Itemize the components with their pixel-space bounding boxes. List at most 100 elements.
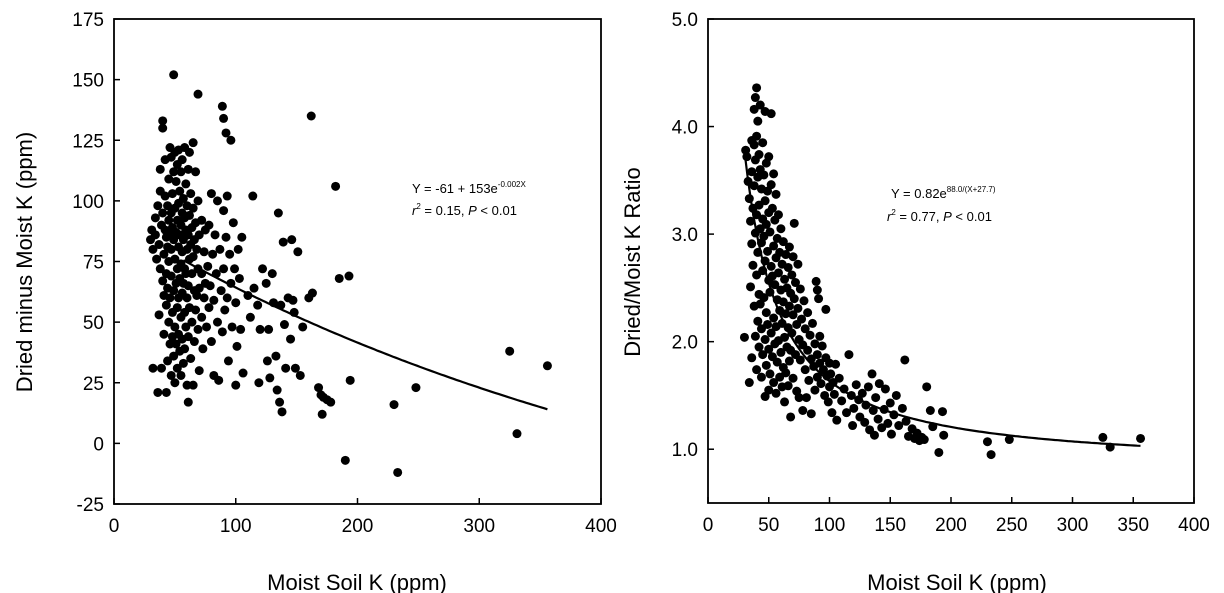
data-point	[253, 300, 263, 310]
data-point	[772, 357, 782, 367]
equation-lead: Y = 0.82e	[891, 186, 947, 201]
data-point	[212, 196, 222, 206]
data-point	[194, 283, 204, 293]
data-point	[226, 135, 236, 145]
data-point	[164, 174, 174, 184]
y-axis-label: Dried minus Moist K (ppm)	[12, 132, 37, 392]
data-point	[178, 193, 188, 203]
data-point	[160, 191, 170, 201]
data-point	[223, 356, 233, 366]
r-symbol: r	[887, 209, 892, 224]
data-point	[166, 370, 176, 380]
data-point	[307, 288, 317, 298]
data-point	[170, 254, 180, 264]
data-point	[183, 164, 193, 174]
data-point	[883, 418, 893, 428]
chart-panel-right: 0 50 100 150 200 250 300 350 4001.02.03.04.05.0 …	[620, 10, 1210, 593]
data-point	[894, 421, 904, 431]
data-point	[186, 189, 196, 199]
data-point	[769, 378, 779, 388]
data-point	[747, 353, 757, 363]
data-point	[262, 356, 272, 366]
data-point	[272, 385, 282, 395]
data-point	[794, 393, 804, 403]
data-point	[781, 250, 791, 260]
data-point	[759, 170, 769, 180]
data-point	[163, 356, 173, 366]
data-point	[760, 196, 770, 206]
y-axis-label: Dried/Moist K Ratio	[620, 167, 645, 357]
data-point	[766, 328, 776, 338]
data-point	[154, 240, 164, 250]
data-point	[784, 301, 794, 311]
data-point	[868, 406, 878, 416]
data-point	[258, 264, 268, 274]
data-point	[788, 310, 798, 320]
data-point	[793, 259, 803, 269]
data-point	[231, 380, 241, 390]
data-point	[786, 412, 796, 422]
data-point	[739, 332, 749, 342]
data-point	[784, 242, 794, 252]
data-point	[198, 344, 208, 354]
data-point	[184, 147, 194, 157]
data-point	[245, 312, 255, 322]
data-point	[194, 230, 204, 240]
data-point	[281, 363, 291, 373]
data-point	[812, 285, 822, 295]
data-point	[295, 370, 305, 380]
data-point	[171, 339, 181, 349]
data-point	[191, 167, 201, 177]
data-point	[169, 235, 179, 245]
data-point	[765, 227, 775, 237]
data-point	[744, 378, 754, 388]
data-point	[761, 308, 771, 318]
equation-exponent: -0.002X	[498, 180, 527, 189]
data-point	[746, 216, 756, 226]
data-point	[163, 201, 173, 211]
data-point	[759, 293, 769, 303]
data-point	[204, 303, 214, 313]
data-point	[827, 408, 837, 418]
data-point	[233, 244, 243, 254]
data-point	[199, 247, 209, 257]
p-value: < 0.01	[477, 203, 517, 218]
y-tick-label: 75	[83, 253, 104, 274]
data-point	[897, 403, 907, 413]
data-point	[982, 437, 992, 447]
data-point	[803, 308, 813, 318]
data-point	[800, 365, 810, 375]
data-point	[279, 320, 289, 330]
data-point	[851, 380, 861, 390]
r-exponent: 2	[891, 208, 896, 217]
data-point	[778, 237, 788, 247]
data-point	[159, 249, 169, 259]
data-point	[937, 407, 947, 417]
x-tick-label: 300	[463, 516, 495, 537]
data-point	[814, 294, 824, 304]
data-point	[231, 298, 241, 308]
data-point	[189, 337, 199, 347]
data-point	[202, 322, 212, 332]
data-point	[156, 363, 166, 373]
data-point	[172, 363, 182, 373]
data-point	[939, 430, 949, 440]
x-axis-label: Moist Soil K (ppm)	[267, 570, 447, 593]
data-point	[769, 241, 779, 251]
x-tick-label: 350	[1117, 515, 1149, 536]
data-point	[790, 278, 800, 288]
data-point	[191, 305, 201, 315]
data-point	[344, 271, 354, 281]
data-point	[169, 70, 179, 80]
data-point	[780, 332, 790, 342]
data-point	[230, 264, 240, 274]
data-point	[919, 435, 929, 445]
equation-exponent: 88.0/(X+27.7)	[947, 185, 996, 194]
data-point	[758, 350, 768, 360]
data-point	[781, 368, 791, 378]
data-point	[512, 429, 522, 439]
data-point	[749, 140, 759, 150]
p-value: < 0.01	[952, 209, 992, 224]
data-point	[170, 378, 180, 388]
data-point	[780, 274, 790, 284]
